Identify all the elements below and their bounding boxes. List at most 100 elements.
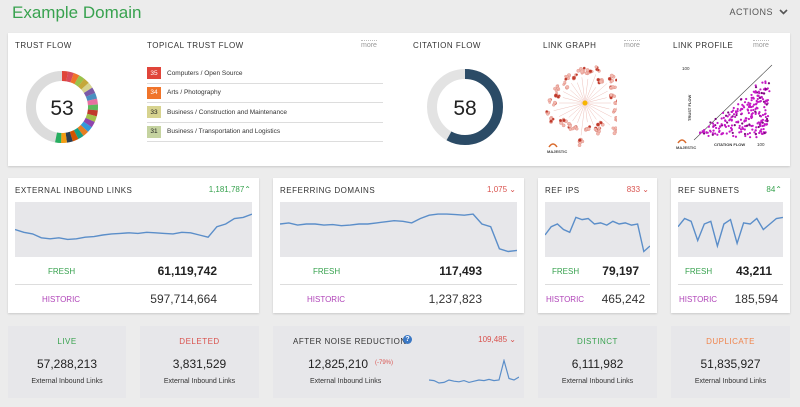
link-profile-point [755,102,758,105]
link-graph-node [596,131,600,136]
link-graph-node [612,108,617,112]
link-profile-point [741,103,744,106]
link-profile-point [756,97,759,101]
chevron-down-icon: ⌄ [509,185,516,194]
info-icon[interactable]: ? [403,335,412,344]
noise-delta[interactable]: 109,485 ⌄ [478,335,516,344]
link-profile-point [735,121,738,124]
metric-delta[interactable]: 1,075 ⌄ [487,185,516,194]
link-profile-point [741,126,744,129]
link-profile-x-max: 100 [757,142,765,147]
link-profile-point [738,126,741,130]
trust-flow-donut[interactable]: 53 [25,65,99,149]
link-profile-point [759,122,762,126]
live-card[interactable]: LIVE 57,288,213 External Inbound Links [8,326,126,398]
topic-row[interactable]: 34 Arts / Photography [147,84,383,103]
link-graph-edge [584,78,589,104]
actions-menu[interactable]: ACTIONS [729,7,788,17]
link-profile-point [732,134,735,138]
link-profile-point [747,105,750,109]
divider [280,284,517,285]
link-profile-point [763,124,766,127]
historic-value: 597,714,664 [150,292,217,306]
link-profile-point [765,117,769,121]
topical-more-link[interactable]: more [361,40,377,49]
link-profile-point [759,115,763,118]
link-graph-node [565,85,570,90]
link-profile-point [743,101,747,104]
link-profile-more-link[interactable]: more [753,40,769,49]
link-graph-node [545,110,549,113]
distinct-card[interactable]: DISTINCT 6,111,982 External Inbound Link… [538,326,657,398]
deleted-card[interactable]: DELETED 3,831,529 External Inbound Links [140,326,259,398]
duplicate-card[interactable]: DUPLICATE 51,835,927 External Inbound Li… [671,326,790,398]
link-profile-point [752,90,755,93]
link-profile-point [711,132,715,135]
citation-flow-arc [427,69,503,145]
link-profile-point [761,81,764,84]
link-profile-point [761,132,764,135]
link-graph-node [596,77,601,82]
noise-sparkline[interactable] [429,359,519,389]
link-profile-point [724,119,727,123]
link-profile-point [766,120,769,123]
link-profile-scatter[interactable]: 100 100 TRUST FLOW CITATION FLOW MAJESTI… [674,61,774,153]
link-graph-node [599,79,603,84]
topic-row[interactable]: 35 Computers / Open Source [147,64,383,84]
live-value: 57,288,213 [36,357,98,371]
metric-card-ref-subnets: REF SUBNETS 84⌃ FRESH 43,211 HISTORIC 18… [671,178,790,313]
link-profile-point [712,124,716,127]
link-profile-point [737,120,740,123]
divider [15,284,252,285]
link-graph-edge [584,102,611,126]
link-profile-point [764,112,767,115]
link-graph-image[interactable]: MAJESTIC [545,63,617,155]
metric-delta[interactable]: 833 ⌄ [626,185,649,194]
link-graph-node [613,85,617,89]
topic-name: Business / Transportation and Logistics [167,128,281,136]
noise-sub: External Inbound Links [310,378,382,385]
metric-label: REF IPS [545,186,580,195]
link-graph-node [614,78,617,82]
link-profile-point [717,127,721,130]
link-profile-point [762,127,765,131]
link-profile-point [768,90,771,93]
link-graph-more-link[interactable]: more [624,40,640,49]
link-profile-point [730,128,734,131]
metric-sparkline[interactable] [678,202,783,257]
topical-list: 35 Computers / Open Source 34 Arts / Pho… [147,64,383,142]
citation-flow-donut[interactable]: 58 [423,65,507,149]
topic-row[interactable]: 33 Business / Construction and Maintenan… [147,103,383,123]
link-profile-point [716,121,719,125]
link-profile-point [764,109,767,112]
noise-reduction-card[interactable]: AFTER NOISE REDUCTION ? 109,485 ⌄ 12,825… [273,326,524,398]
link-graph-node [594,65,598,69]
link-profile-point [746,103,749,106]
link-graph-node [556,95,560,99]
link-profile-point [734,135,738,138]
metric-sparkline[interactable] [545,202,650,257]
link-profile-point [749,102,752,105]
metric-sparkline[interactable] [280,202,517,257]
link-graph-edge [553,102,586,111]
metric-delta[interactable]: 84⌃ [766,185,782,194]
link-profile-point [720,123,723,126]
link-profile-point [733,124,736,127]
topic-row[interactable]: 31 Business / Transportation and Logisti… [147,123,383,142]
link-profile-point [756,94,759,97]
fresh-label: FRESH [313,267,341,276]
link-graph-edge [584,90,608,104]
link-profile-point [760,91,763,95]
link-profile-point [764,115,767,119]
distinct-sub: External Inbound Links [561,378,634,385]
link-graph-node [574,125,578,129]
fresh-label: FRESH [685,267,713,276]
link-profile-point [738,124,741,128]
link-profile-point [699,132,702,135]
link-graph-node [549,119,553,123]
link-profile-point [755,106,758,109]
metric-sparkline[interactable] [15,202,252,257]
link-graph-node [563,80,567,84]
metric-delta[interactable]: 1,181,787⌃ [208,185,251,194]
link-profile-point [739,118,743,121]
